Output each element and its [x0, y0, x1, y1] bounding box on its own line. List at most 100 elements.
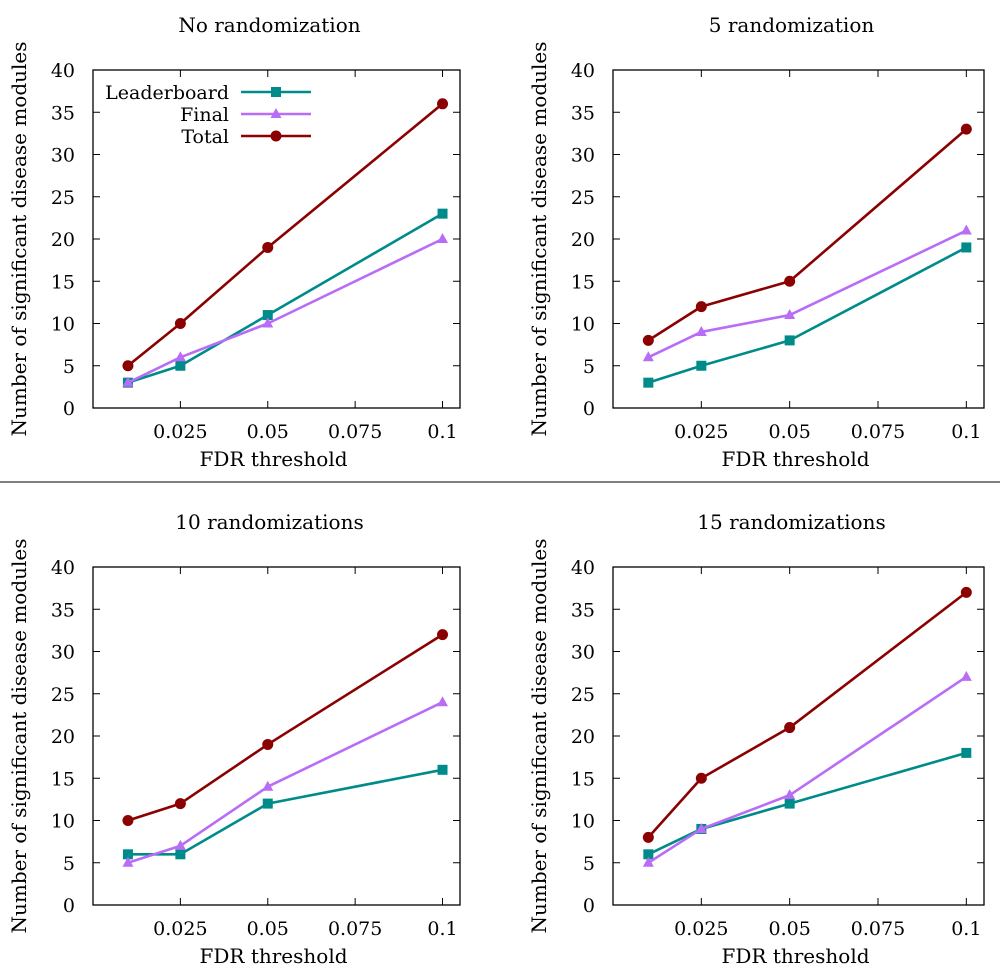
x-axis-label: FDR threshold: [199, 944, 347, 968]
x-tick-label: 0.075: [328, 918, 382, 940]
plot-frame: [612, 69, 985, 409]
data-point-final: [642, 856, 654, 867]
data-point-final: [695, 822, 707, 833]
series-line-total: [127, 102, 444, 367]
chart-title: 15 randomizations: [697, 510, 885, 534]
legend-marker-final: [270, 108, 282, 118]
x-tick-label: 0.025: [153, 918, 207, 940]
data-point-final: [122, 856, 134, 867]
y-tick-label: 25: [571, 187, 595, 209]
data-point-final: [174, 839, 186, 850]
y-tick-label: 35: [571, 102, 595, 124]
data-point-total: [262, 241, 274, 253]
y-tick-label: 5: [63, 853, 75, 875]
data-point-leaderboard: [262, 798, 273, 809]
x-tick-label: 0.025: [153, 421, 207, 443]
series-line-total: [647, 128, 968, 342]
legend-label-total: Total: [181, 126, 229, 148]
data-point-leaderboard: [961, 242, 972, 253]
y-axis-label: Number of significant disease modules: [7, 41, 31, 436]
data-point-final: [784, 309, 796, 320]
series-line-total: [127, 633, 444, 822]
chart-title: 10 randomizations: [175, 510, 363, 534]
y-tick-label: 40: [571, 557, 595, 579]
x-tick-label: 0.05: [247, 918, 289, 940]
y-tick-label: 25: [571, 684, 595, 706]
y-axis-label: Number of significant disease modules: [7, 538, 31, 933]
data-point-leaderboard: [643, 377, 654, 388]
y-tick-label: 10: [571, 314, 595, 336]
y-tick-label: 0: [63, 398, 75, 420]
y-tick-label: 5: [583, 356, 595, 378]
y-tick-label: 20: [51, 229, 75, 251]
data-point-leaderboard: [784, 798, 795, 809]
chart-title: 5 randomization: [709, 13, 875, 37]
x-tick-label: 0.1: [951, 421, 981, 443]
x-tick-label: 0.1: [427, 421, 457, 443]
data-point-total: [437, 629, 449, 641]
y-axis-label: Number of significant disease modules: [527, 41, 551, 436]
data-point-leaderboard: [784, 335, 795, 346]
chart-panel-3: 10 randomizations 0 5 10 15 20 25 30 35 40 0.025 0.…: [7, 510, 461, 968]
data-point-total: [695, 772, 707, 784]
data-point-leaderboard: [696, 360, 707, 371]
y-tick-label: 10: [51, 811, 75, 833]
data-point-total: [122, 815, 134, 826]
series-line-final: [127, 701, 444, 864]
y-tick-label: 15: [51, 271, 75, 293]
data-point-final: [262, 317, 274, 328]
series-line-final: [127, 237, 444, 384]
x-tick-label: 0.05: [247, 421, 289, 443]
legend-marker-total: [270, 130, 282, 142]
data-point-leaderboard: [437, 208, 448, 219]
x-tick-label: 0.1: [951, 918, 981, 940]
y-tick-label: 10: [51, 314, 75, 336]
data-point-final: [695, 325, 707, 336]
chart-panel-2: 5 randomization 0 5 10 15 20 25 30 35 40 0.025 0.05…: [527, 13, 985, 471]
y-tick-label: 40: [571, 60, 595, 82]
y-tick-label: 25: [51, 684, 75, 706]
legend-marker-leaderboard: [271, 87, 281, 97]
x-tick-label: 0.075: [851, 421, 905, 443]
data-point-total: [174, 798, 186, 810]
y-tick-label: 30: [51, 642, 75, 664]
y-tick-label: 20: [571, 229, 595, 251]
data-point-leaderboard: [175, 360, 186, 371]
data-point-leaderboard: [643, 849, 654, 860]
x-tick-label: 0.025: [674, 421, 728, 443]
y-tick-label: 40: [51, 557, 75, 579]
data-point-leaderboard: [122, 849, 133, 860]
data-point-leaderboard: [437, 764, 448, 775]
y-tick-label: 30: [571, 642, 595, 664]
x-tick-label: 0.05: [769, 421, 811, 443]
data-point-final: [174, 351, 186, 362]
y-tick-label: 30: [51, 145, 75, 167]
x-tick-label: 0.05: [769, 918, 811, 940]
y-tick-label: 0: [583, 895, 595, 917]
data-point-total: [437, 98, 449, 110]
series-line-leaderboard: [647, 751, 967, 856]
y-tick-label: 10: [571, 811, 595, 833]
data-point-final: [784, 789, 796, 800]
plot-frame: [612, 566, 985, 906]
y-tick-label: 15: [51, 768, 75, 790]
data-point-total: [642, 334, 654, 346]
series-line-leaderboard: [127, 212, 444, 384]
x-axis-label: FDR threshold: [721, 447, 869, 471]
data-point-total: [174, 318, 186, 329]
chart-title: No randomization: [178, 13, 360, 37]
series-line-final: [647, 229, 967, 359]
data-point-total: [784, 722, 796, 734]
data-point-leaderboard: [175, 849, 186, 860]
x-tick-label: 0.075: [328, 421, 382, 443]
y-tick-label: 15: [571, 768, 595, 790]
y-tick-label: 5: [583, 853, 595, 875]
y-tick-label: 30: [571, 145, 595, 167]
data-point-final: [960, 224, 972, 235]
data-point-leaderboard: [961, 747, 972, 758]
y-axis-label: Number of significant disease modules: [527, 538, 551, 933]
y-tick-label: 15: [571, 271, 595, 293]
y-tick-label: 5: [63, 356, 75, 378]
